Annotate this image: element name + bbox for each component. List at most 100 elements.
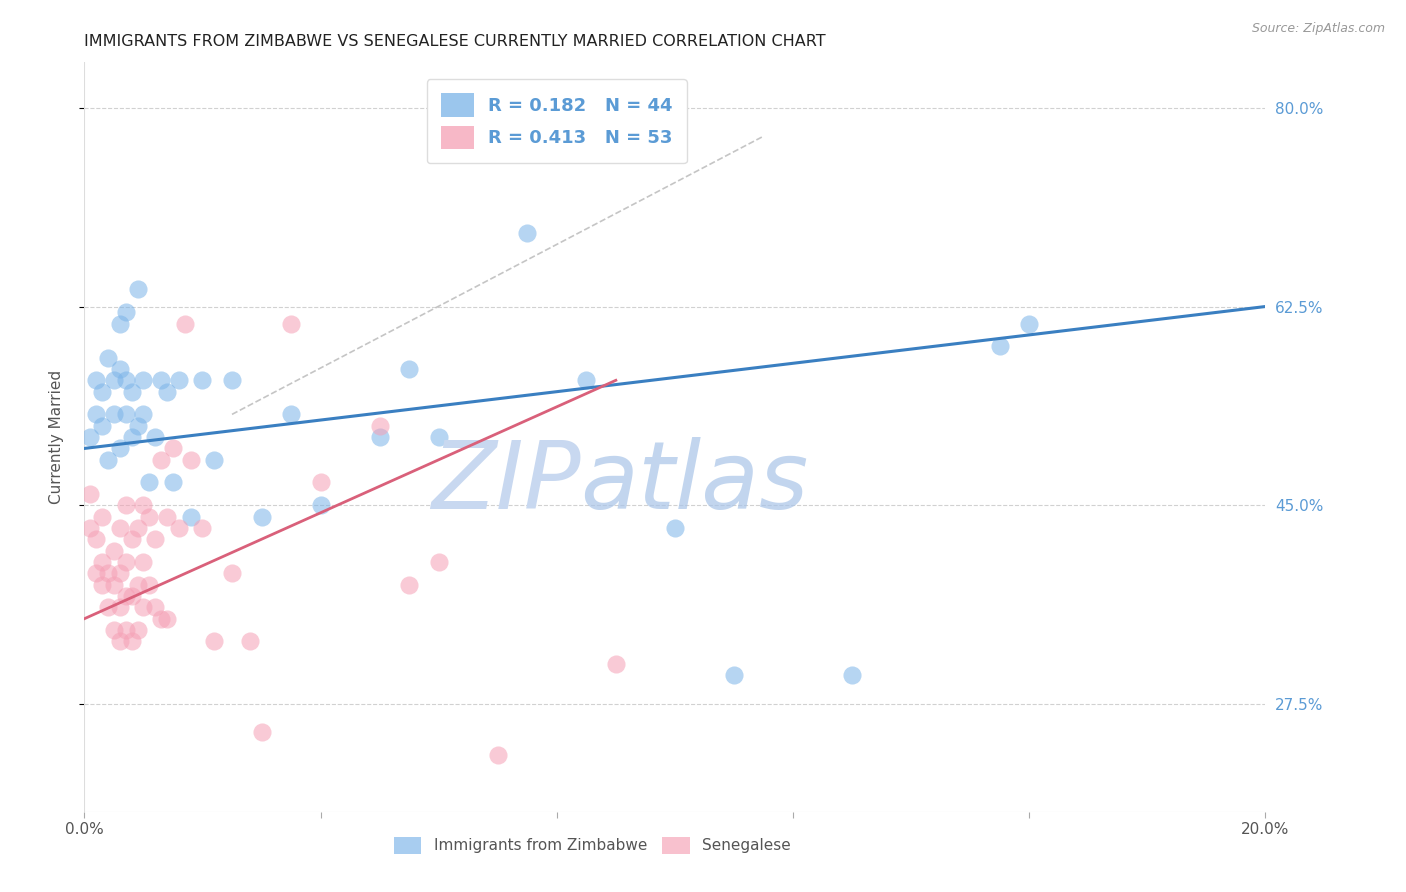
Point [368, 430, 391, 444]
Point [127, 521, 149, 535]
Point [156, 612, 179, 626]
Point [239, 634, 262, 648]
Point [108, 442, 131, 456]
Point [143, 430, 166, 444]
Point [173, 317, 195, 331]
Point [132, 600, 155, 615]
Point [309, 498, 332, 512]
Point [79, 487, 101, 501]
Point [221, 373, 243, 387]
Point [114, 305, 136, 319]
Point [138, 577, 160, 591]
Point [605, 657, 627, 672]
Point [162, 442, 184, 456]
Point [97, 452, 120, 467]
Point [127, 623, 149, 637]
Point [180, 509, 202, 524]
Point [191, 373, 214, 387]
Point [156, 509, 179, 524]
Point [664, 521, 686, 535]
Point [121, 384, 143, 399]
Point [91, 384, 114, 399]
Point [108, 634, 131, 648]
Text: IMMIGRANTS FROM ZIMBABWE VS SENEGALESE CURRENTLY MARRIED CORRELATION CHART: IMMIGRANTS FROM ZIMBABWE VS SENEGALESE C… [84, 34, 825, 49]
Point [221, 566, 243, 581]
Point [398, 362, 420, 376]
Point [108, 521, 131, 535]
Point [97, 351, 120, 365]
Y-axis label: Currently Married: Currently Married [49, 370, 63, 504]
Point [132, 498, 155, 512]
Point [132, 373, 155, 387]
Point [84, 373, 107, 387]
Point [114, 373, 136, 387]
Point [121, 430, 143, 444]
Point [723, 668, 745, 682]
Point [114, 498, 136, 512]
Text: ZIP: ZIP [430, 436, 581, 527]
Point [427, 430, 450, 444]
Point [250, 509, 273, 524]
Point [103, 623, 125, 637]
Point [108, 317, 131, 331]
Point [280, 408, 302, 422]
Point [988, 339, 1011, 353]
Point [486, 747, 509, 762]
Point [91, 509, 114, 524]
Point [91, 418, 114, 433]
Point [121, 589, 143, 603]
Point [180, 452, 202, 467]
Point [138, 509, 160, 524]
Point [103, 373, 125, 387]
Point [103, 577, 125, 591]
Point [427, 555, 450, 569]
Point [516, 226, 538, 240]
Point [191, 521, 214, 535]
Point [280, 317, 302, 331]
Point [138, 475, 160, 490]
Point [250, 725, 273, 739]
Point [114, 623, 136, 637]
Point [103, 543, 125, 558]
Point [127, 577, 149, 591]
Point [575, 373, 598, 387]
Point [368, 418, 391, 433]
Point [127, 283, 149, 297]
Point [156, 384, 179, 399]
Point [108, 566, 131, 581]
Point [143, 600, 166, 615]
Point [132, 408, 155, 422]
Point [84, 408, 107, 422]
Point [114, 408, 136, 422]
Point [114, 589, 136, 603]
Point [97, 600, 120, 615]
Point [150, 452, 173, 467]
Point [114, 555, 136, 569]
Point [121, 533, 143, 547]
Point [167, 373, 190, 387]
Point [309, 475, 332, 490]
Point [79, 430, 101, 444]
Point [127, 418, 149, 433]
Point [202, 634, 225, 648]
Point [143, 533, 166, 547]
Point [91, 577, 114, 591]
Legend: Immigrants from Zimbabwe, Senegalese: Immigrants from Zimbabwe, Senegalese [388, 830, 797, 860]
Point [202, 452, 225, 467]
Point [150, 612, 173, 626]
Point [108, 362, 131, 376]
Point [103, 408, 125, 422]
Point [841, 668, 863, 682]
Point [398, 577, 420, 591]
Point [121, 634, 143, 648]
Point [132, 555, 155, 569]
Point [1018, 317, 1040, 331]
Point [167, 521, 190, 535]
Point [162, 475, 184, 490]
Point [84, 533, 107, 547]
Point [79, 521, 101, 535]
Point [97, 566, 120, 581]
Point [91, 555, 114, 569]
Point [150, 373, 173, 387]
Text: atlas: atlas [581, 436, 808, 527]
